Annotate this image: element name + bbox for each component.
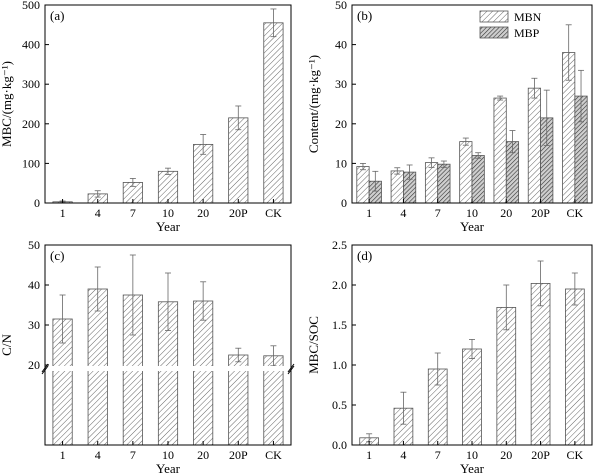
y-axis-label: MBC/SOC: [306, 316, 321, 374]
bar-CK: [263, 22, 284, 204]
x-tick-label: 20P: [531, 448, 550, 462]
panel-d: 0.0 0.5 1.0 1.5 2.0 2.5 1 4 7 10 20 20P CK Year MBC/SO…: [306, 238, 593, 475]
x-tick-label: 4: [400, 448, 406, 462]
y-axis-label: Content/(mg·kg⁻¹): [306, 55, 321, 153]
y-tick-label: 2.0: [332, 278, 347, 292]
legend-swatch-mbn: [479, 10, 509, 23]
panel-label: (c): [50, 248, 64, 263]
x-tick-label: 20P: [229, 448, 248, 462]
y-tick-label: 10: [335, 156, 347, 170]
y-tick-label: 200: [22, 117, 40, 131]
x-tick-label: 10: [466, 448, 478, 462]
x-tick-label: 7: [130, 448, 136, 462]
x-tick-label: CK: [567, 206, 584, 220]
y-tick-label: 0.5: [332, 398, 347, 412]
x-tick-label: 10: [162, 206, 174, 220]
x-tick-label: 1: [60, 206, 66, 220]
panel-label: (a): [50, 8, 64, 23]
x-tick-label: 10: [162, 448, 174, 462]
y-tick-label: 1.5: [332, 318, 347, 332]
y-tick-label: 0: [341, 196, 347, 210]
x-tick-label: 7: [435, 206, 441, 220]
x-tick-label: 10: [466, 206, 478, 220]
x-tick-label: 20: [500, 206, 512, 220]
x-axis-label: Year: [156, 219, 181, 234]
bar-10: [462, 348, 482, 446]
y-tick-label: 20: [335, 117, 347, 131]
legend-label-mbp: MBP: [514, 26, 540, 40]
bar-mbn-4: [390, 170, 404, 204]
bar-mbn-1: [356, 166, 370, 204]
y-tick-label: 0: [34, 196, 40, 210]
x-tick-label: 7: [435, 448, 441, 462]
y-tick-label: 500: [22, 0, 40, 12]
x-axis-label: Year: [460, 461, 485, 475]
x-tick-label: 20: [197, 206, 209, 220]
y-tick-label: 30: [335, 77, 347, 91]
bar-mbn-20P: [527, 87, 541, 204]
x-tick-label: 1: [366, 206, 372, 220]
y-tick-label: 40: [335, 38, 347, 52]
x-tick-label: 7: [130, 206, 136, 220]
x-tick-label: 4: [400, 206, 406, 220]
bar-20P: [228, 117, 249, 204]
panel-b: 0 10 20 30 40 50 1 4 7 10 20 20P CK Year Content/(mg·k…: [306, 0, 593, 234]
bar-20: [193, 300, 214, 446]
bar-20P: [530, 282, 551, 446]
panel-label: (b): [357, 8, 372, 23]
y-tick-label: 20: [28, 358, 40, 372]
legend-label-mbn: MBN: [514, 10, 542, 24]
y-tick-label: 300: [22, 77, 40, 91]
x-axis-label: Year: [460, 219, 485, 234]
y-tick-label: 2.5: [332, 238, 347, 252]
y-tick-label: 50: [28, 238, 40, 252]
x-tick-label: 20: [500, 448, 512, 462]
x-tick-label: 20P: [531, 206, 550, 220]
y-axis-label: C/N: [0, 334, 14, 356]
y-tick-label: 40: [28, 278, 40, 292]
x-tick-label: CK: [265, 448, 282, 462]
y-tick-label: 30: [28, 318, 40, 332]
x-tick-label: CK: [265, 206, 282, 220]
x-axis-label: Year: [156, 461, 181, 475]
axis-break-gap: [43, 366, 293, 371]
bar-mbn-7: [424, 162, 439, 204]
bar-10: [157, 170, 179, 204]
bar-mbn-20: [493, 97, 507, 204]
y-tick-label: 0.0: [332, 438, 347, 452]
y-tick-label: 1.0: [332, 358, 347, 372]
bar-mbp-7: [437, 163, 451, 204]
panel-c: 20 30 40 50 1 4 7 10 20 20P CK Year C/N (c): [0, 238, 295, 475]
y-tick-label: 50: [335, 0, 347, 12]
bar-mbn-10: [459, 141, 473, 204]
panel-a: 0 100 200 300 400 500 1 4 7 10 20 20P CK Year MBC/(mg·…: [0, 0, 292, 234]
y-tick-label: 400: [22, 38, 40, 52]
x-tick-label: 20: [197, 448, 209, 462]
y-axis-label: MBC/(mg·kg⁻¹): [0, 61, 14, 147]
x-tick-label: CK: [567, 448, 584, 462]
legend-swatch-mbp: [479, 26, 509, 39]
x-tick-label: 1: [60, 448, 66, 462]
x-tick-label: 1: [366, 448, 372, 462]
x-tick-label: 4: [95, 448, 101, 462]
bar-mbp-10: [471, 155, 485, 204]
panel-label: (d): [357, 248, 372, 263]
x-tick-label: 20P: [229, 206, 248, 220]
x-tick-label: 4: [95, 206, 101, 220]
y-tick-label: 100: [22, 156, 40, 170]
bar-CK: [565, 288, 585, 446]
